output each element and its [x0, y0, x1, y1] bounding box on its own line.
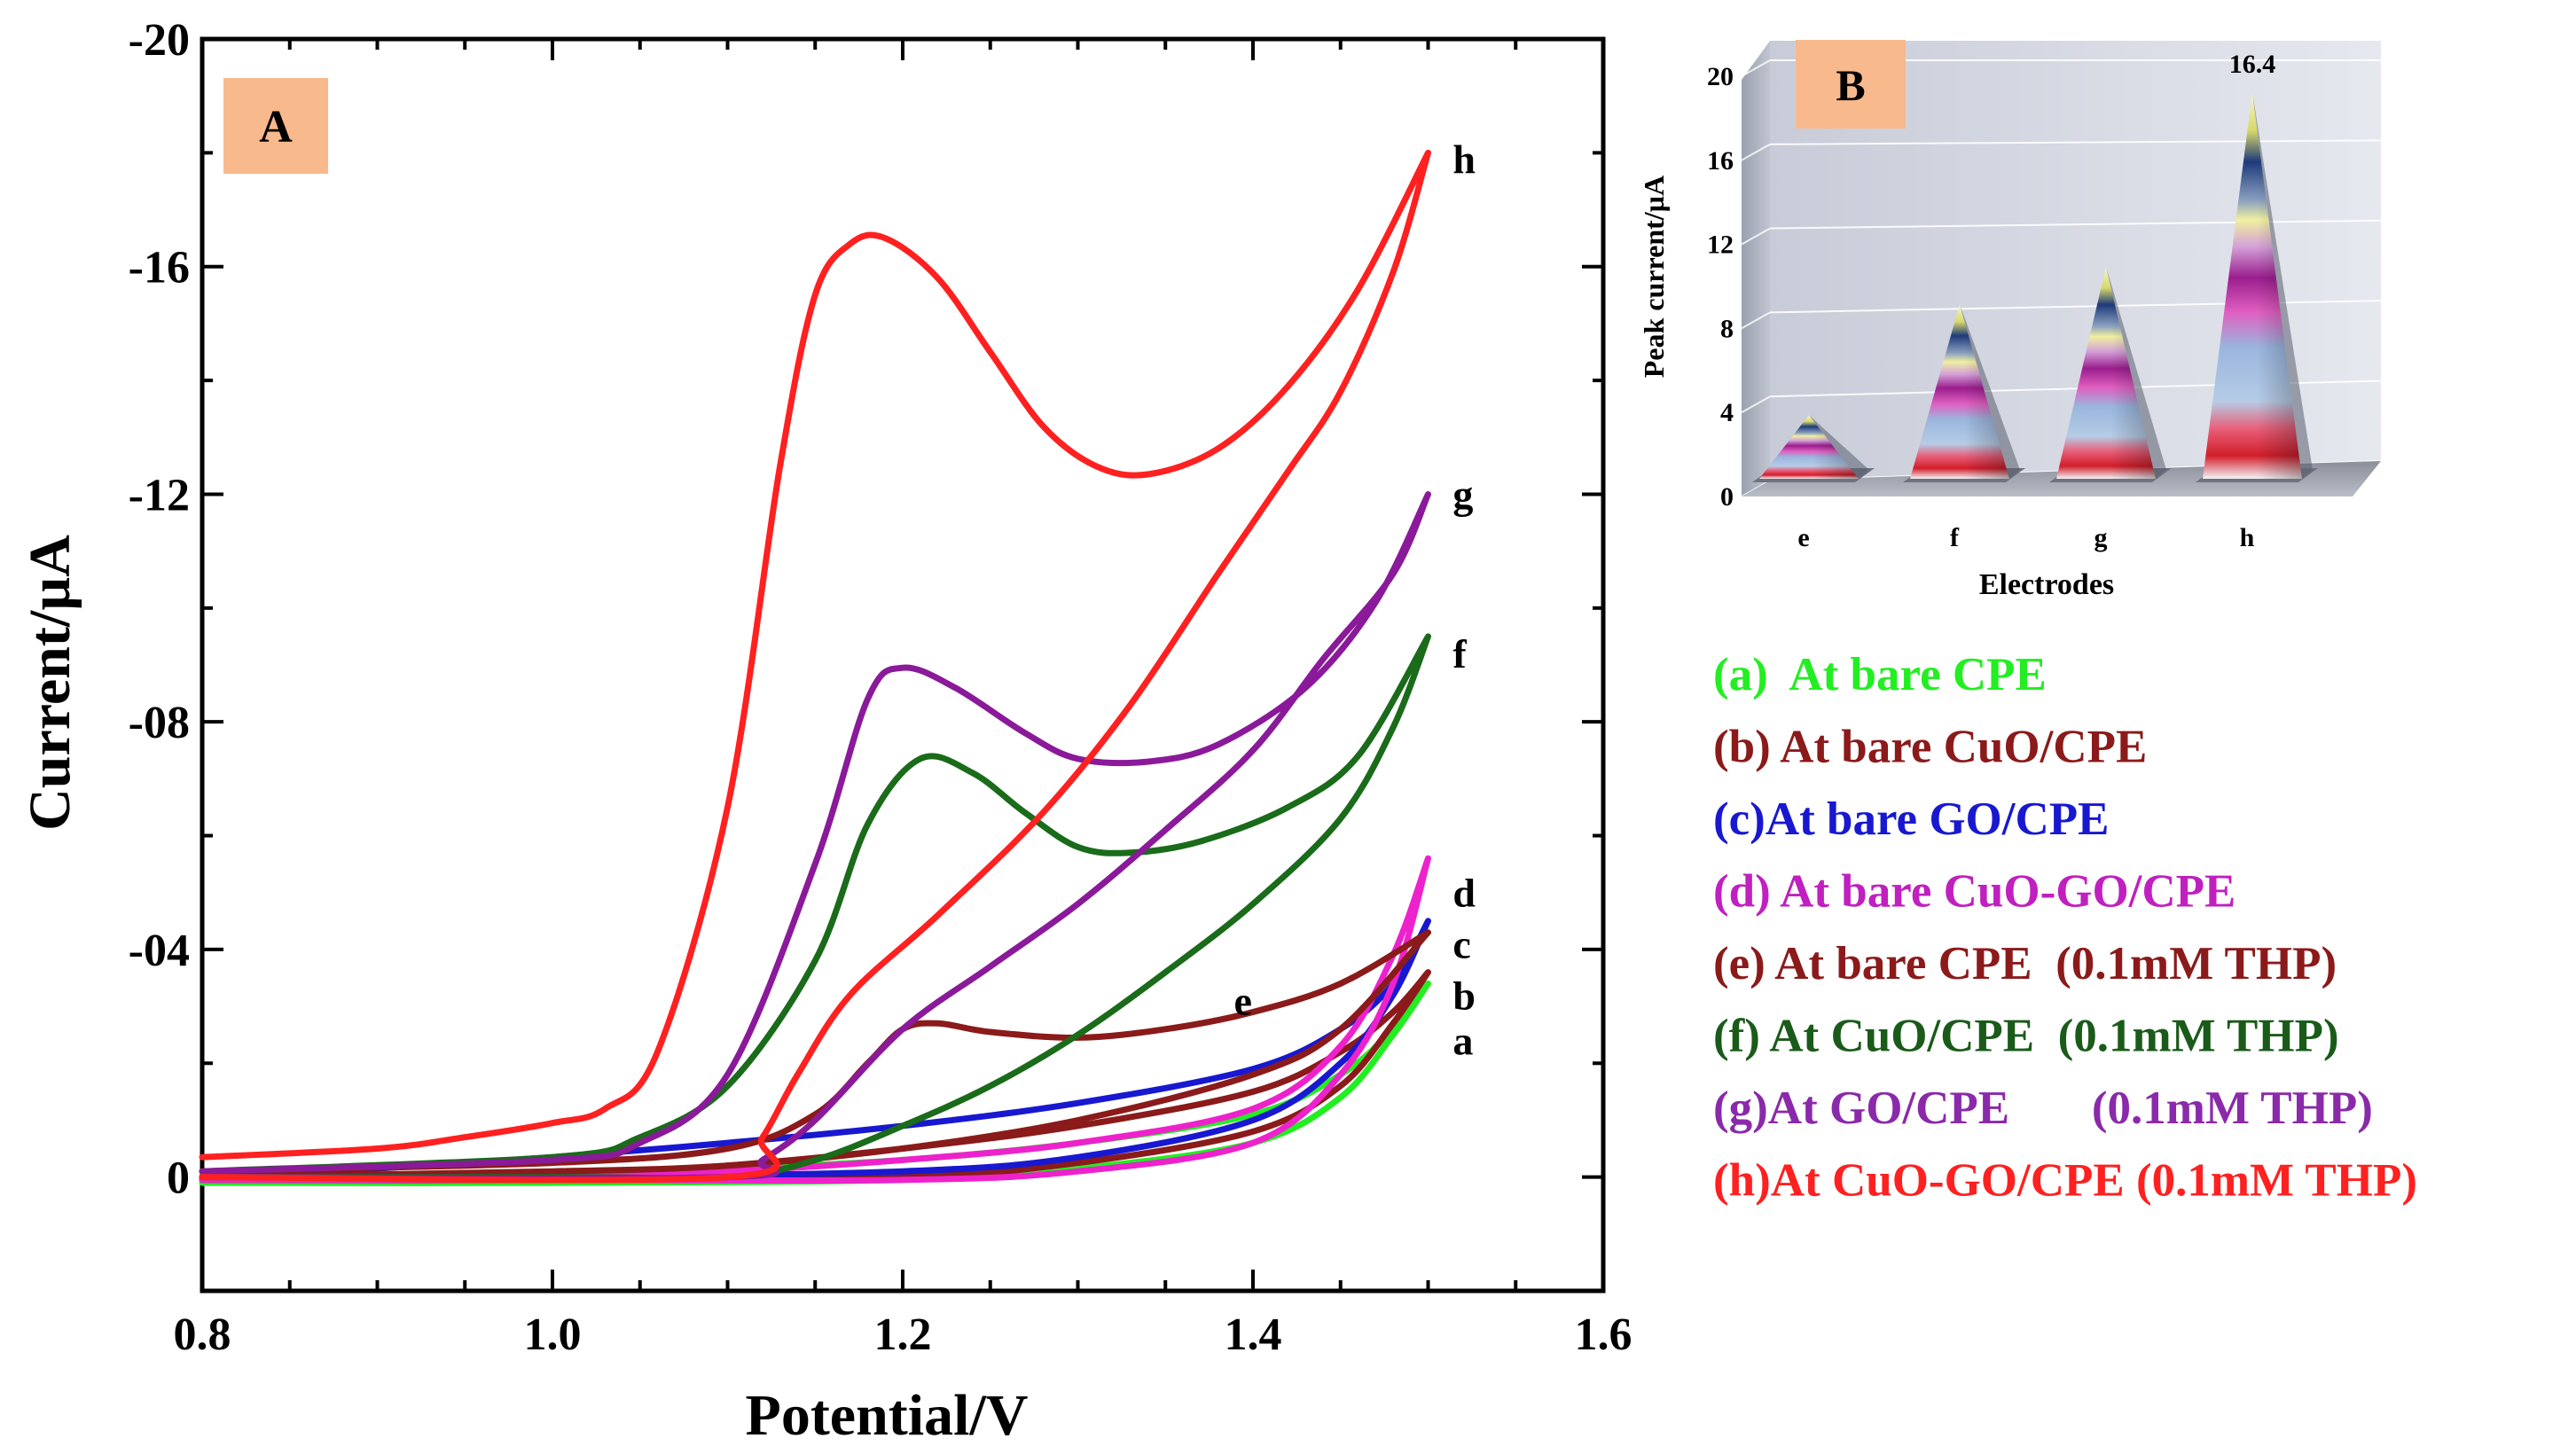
legend-item: (h)At CuO-GO/CPE (0.1mM THP) — [1713, 1155, 2417, 1207]
bar-h-side — [2252, 91, 2313, 479]
panel-b-bar-chart: 16.4 0 4 8 12 16 20 e f g h B Electrodes Peak cu… — [1638, 40, 2382, 601]
b-gridline — [1769, 219, 2382, 230]
x-tick-label: 1.2 — [874, 1309, 932, 1360]
bar-h-value-label: 16.4 — [2229, 50, 2276, 79]
b-x-tick-label: f — [1950, 523, 1960, 552]
y-tick-label: 0 — [167, 1153, 190, 1204]
panel-b-label-box — [1796, 40, 1906, 129]
x-tick-label: 1.0 — [524, 1309, 582, 1360]
bar-h-shade — [2203, 91, 2302, 479]
panel-b-x-axis-title: Electrodes — [1979, 568, 2114, 601]
b-x-tick-label: e — [1797, 523, 1809, 552]
panel-b-side-wall — [1742, 41, 1770, 496]
y-tick-label: -16 — [129, 243, 190, 293]
legend-item: (f) At CuO/CPE (0.1mM THP) — [1713, 1011, 2339, 1062]
series-a-label: a — [1452, 1019, 1473, 1064]
series-g-line — [199, 491, 1431, 1182]
b-gridline-side — [1741, 227, 1771, 246]
series-e-line — [199, 929, 1431, 1181]
b-gridline-side — [1741, 143, 1771, 161]
panel-a-y-axis-title: Current/µA — [18, 535, 82, 831]
legend-item: (d) At bare CuO-GO/CPE — [1713, 866, 2235, 918]
series-f-line — [199, 633, 1431, 1182]
b-y-tick-label: 4 — [1720, 398, 1734, 427]
series-g-label: g — [1452, 472, 1473, 517]
panel-a-label-box — [223, 78, 328, 174]
legend-item: (g)At GO/CPE (0.1mM THP) — [1713, 1083, 2373, 1134]
panel-b-bars: 16.4 — [1752, 50, 2318, 482]
bar-f-side — [1960, 304, 2020, 479]
bar-g-shade — [2056, 266, 2156, 479]
series-f-label: f — [1452, 631, 1467, 676]
b-y-tick-label: 8 — [1720, 314, 1734, 343]
b-gridline-side — [1741, 59, 1771, 77]
b-y-tick-label: 20 — [1707, 62, 1734, 91]
b-y-tick-label: 0 — [1720, 482, 1734, 512]
panel-a-label: A — [259, 102, 293, 152]
legend-item: (b) At bare CuO/CPE — [1713, 722, 2147, 773]
bar-g-side — [2106, 266, 2166, 479]
panel-a-x-tick-labels: 0.8 1.0 1.2 1.4 1.6 — [174, 1309, 1633, 1360]
series-c-label: c — [1452, 921, 1470, 966]
b-gridline-side — [1741, 311, 1771, 330]
series-b-label: b — [1452, 973, 1476, 1018]
x-tick-label: 1.4 — [1225, 1309, 1282, 1360]
bar-e-shade — [1759, 415, 1859, 479]
y-tick-label: -20 — [129, 15, 190, 66]
b-y-tick-label: 12 — [1707, 231, 1734, 260]
b-x-tick-label: g — [2094, 523, 2108, 552]
x-tick-label: 1.6 — [1575, 1309, 1633, 1360]
panel-a-series-group — [199, 149, 1431, 1186]
legend-item: (a) At bare CPE — [1713, 649, 2047, 700]
y-tick-label: -12 — [129, 470, 190, 520]
b-gridline-side — [1741, 395, 1771, 414]
panel-b-x-tick-labels: e f g h — [1797, 523, 2254, 552]
bar-e-side — [1809, 415, 1869, 479]
series-e-label: e — [1234, 979, 1252, 1024]
b-x-tick-label: h — [2240, 523, 2255, 552]
x-tick-label: 0.8 — [174, 1309, 231, 1360]
bar-f-shade — [1910, 304, 2009, 479]
legend-item: (c)At bare GO/CPE — [1713, 793, 2110, 845]
panel-b-label: B — [1836, 60, 1865, 110]
series-d-line — [199, 855, 1431, 1184]
legend: (a) At bare CPE (b) At bare CuO/CPE (c)At … — [1713, 649, 2417, 1207]
y-tick-label: -04 — [129, 926, 190, 976]
series-h-label: h — [1452, 137, 1476, 182]
panel-a-y-tick-labels: 0 -04 -08 -12 -16 -20 — [129, 15, 190, 1204]
b-y-tick-label: 16 — [1707, 146, 1734, 176]
y-tick-label: -08 — [129, 698, 190, 748]
series-d-label: d — [1452, 871, 1476, 916]
series-h-line — [199, 149, 1431, 1184]
panel-b-y-tick-labels: 0 4 8 12 16 20 — [1707, 62, 1734, 512]
b-gridline — [1769, 139, 2382, 145]
legend-item: (e) At bare CPE (0.1mM THP) — [1713, 938, 2337, 989]
panel-b-y-axis-title: Peak current/µA — [1638, 176, 1670, 378]
panel-a-x-axis-title: Potential/V — [746, 1383, 1029, 1448]
